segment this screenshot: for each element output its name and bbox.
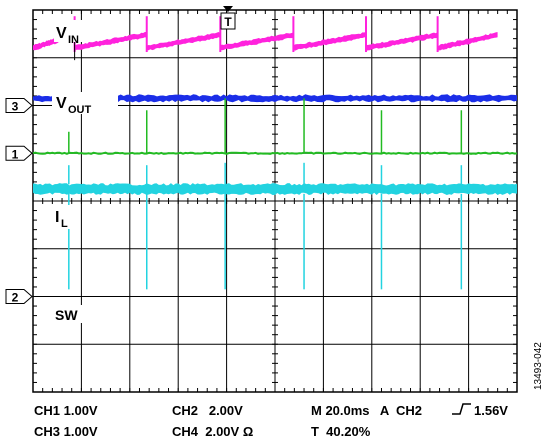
channel-marker-label: 2 (12, 291, 19, 305)
scope-grid (32, 9, 518, 393)
vin-sawtooth-segment (220, 32, 294, 51)
series-vout (33, 94, 517, 103)
series-vin (33, 16, 498, 61)
trigger-marker: T (220, 6, 236, 30)
readout-ch4: CH4 2.00V Ω (172, 424, 253, 439)
vin-sawtooth-segment (293, 31, 366, 51)
label-vout-sub: OUT (68, 104, 92, 116)
readout-trigger-level: 1.56V (474, 403, 508, 418)
channel-marker-label: 3 (12, 100, 19, 114)
readout-timebase: M 20.0ms A CH2 (311, 403, 422, 418)
trigger-marker-label: T (224, 15, 232, 29)
sw-trace (33, 183, 517, 195)
channel-markers: 3 1 2 (5, 98, 33, 305)
label-vin-sub: IN (68, 34, 79, 46)
il-baseline (32, 151, 518, 155)
vin-sawtooth-segment (146, 32, 221, 51)
channel-marker-3: 3 (5, 98, 33, 114)
label-il-sub: L (61, 218, 68, 230)
readout-ch2: CH2 2.00V (172, 403, 243, 418)
series-sw (33, 162, 517, 290)
readout-ch3: CH3 1.00V (34, 424, 98, 439)
label-il: I L (52, 205, 74, 230)
channel-marker-shape (5, 98, 33, 113)
vout-trace (33, 94, 517, 103)
figure-id: 13493-042 (533, 342, 544, 390)
channel-marker-label: 1 (12, 147, 19, 161)
label-sw: SW (52, 305, 84, 323)
channel-marker-shape (5, 289, 33, 304)
vin-sawtooth-segment (74, 32, 147, 52)
vin-sawtooth-segment (437, 32, 498, 51)
label-vin-main: V (56, 25, 67, 42)
channel-marker-2: 2 (5, 289, 33, 305)
channel-marker-1: 1 (5, 145, 33, 161)
label-sw-text: SW (55, 307, 78, 323)
channel-marker-shape (5, 145, 33, 161)
label-vout: V OUT (52, 92, 118, 116)
label-il-main: I (55, 209, 59, 226)
readout-ch1: CH1 1.00V (34, 403, 98, 418)
scope-traces (32, 16, 518, 290)
series-il (32, 98, 518, 155)
label-vout-main: V (56, 95, 67, 112)
readout-trigger-position: T 40.20% (311, 424, 371, 439)
label-vin: V IN (54, 20, 92, 46)
vin-sawtooth-segment (366, 32, 438, 51)
trigger-edge-icon (452, 403, 471, 415)
